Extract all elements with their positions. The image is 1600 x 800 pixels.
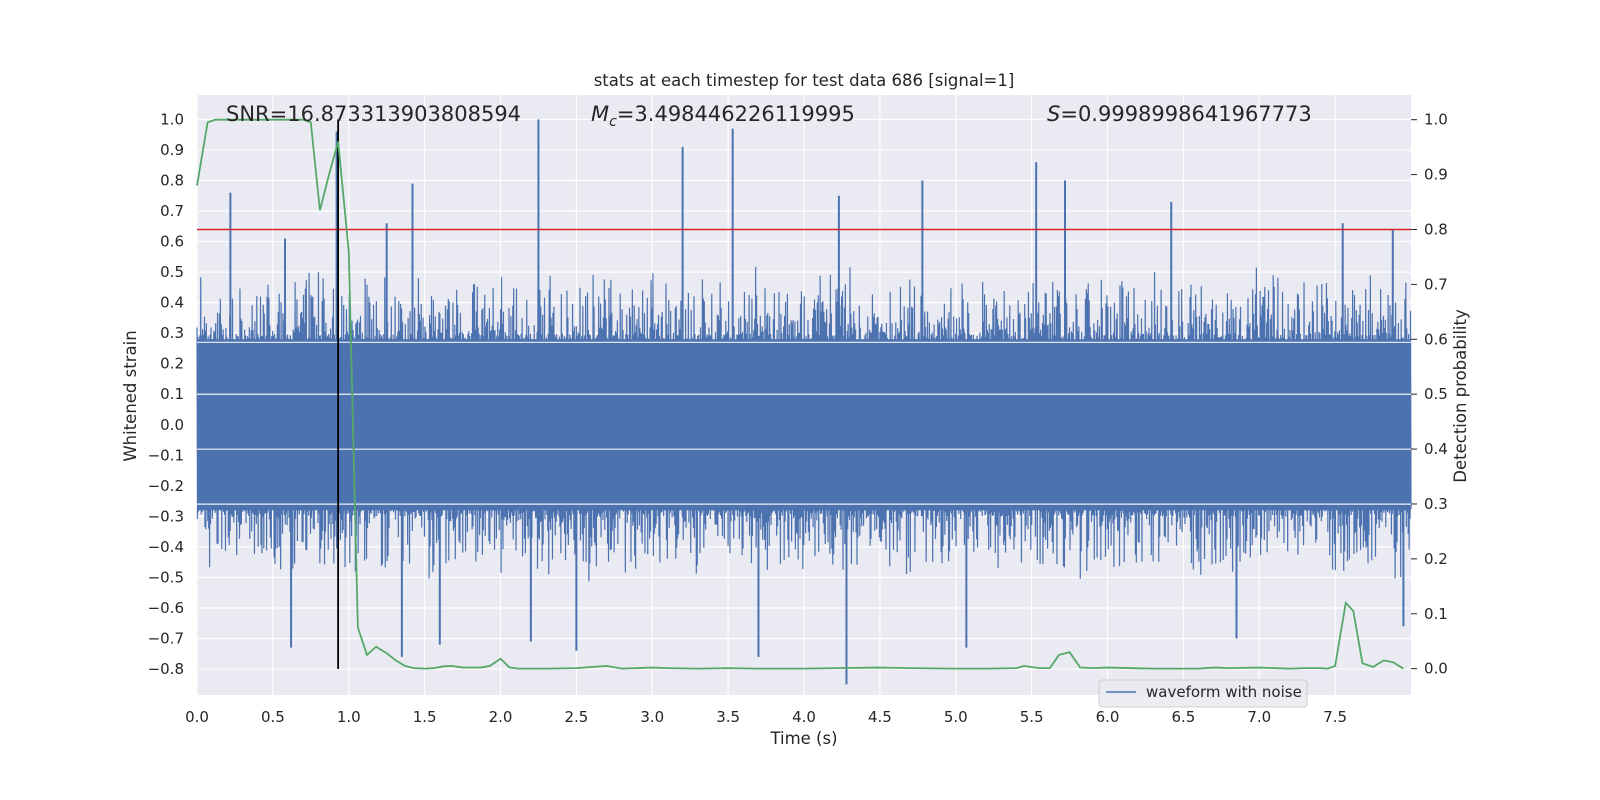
left-y-axis-label: Whitened strain <box>121 330 140 461</box>
right-tick-label: 0.1 <box>1424 605 1448 623</box>
left-tick-label: 0.5 <box>160 263 184 281</box>
left-tick-label: 0.4 <box>160 294 184 312</box>
x-tick-label: 3.5 <box>716 708 740 726</box>
x-tick-label: 5.0 <box>944 708 968 726</box>
left-tick-label: −0.4 <box>148 538 184 556</box>
left-tick-label: −0.5 <box>148 568 184 586</box>
chirp-mass-symbol: M <box>591 102 609 126</box>
right-tick-label: 0.5 <box>1424 385 1448 403</box>
legend: waveform with noise <box>1098 679 1308 708</box>
x-tick-label: 0.0 <box>185 708 209 726</box>
overlay-lines <box>196 118 1411 670</box>
x-tick-label: 1.0 <box>337 708 361 726</box>
left-tick-label: 0.2 <box>160 355 184 373</box>
x-tick-label: 2.5 <box>564 708 588 726</box>
x-tick-label: 2.0 <box>489 708 513 726</box>
legend-box <box>1098 679 1308 708</box>
right-y-axis-label: Detection probability <box>1451 309 1470 483</box>
right-tick-label: 0.3 <box>1424 495 1448 513</box>
right-tick-label: 1.0 <box>1424 111 1448 129</box>
x-tick-label: 3.0 <box>640 708 664 726</box>
left-tick-label: 0.8 <box>160 171 184 189</box>
x-tick-label: 0.5 <box>261 708 285 726</box>
left-tick-label: −0.7 <box>148 630 184 648</box>
x-axis-label: Time (s) <box>769 729 837 748</box>
score-symbol: S <box>1047 102 1060 126</box>
right-tick-label: 0.8 <box>1424 220 1448 238</box>
x-tick-label: 4.5 <box>868 708 892 726</box>
right-tick-label: 0.6 <box>1424 330 1448 348</box>
left-tick-label: 0.6 <box>160 233 184 251</box>
right-tick-label: 0.7 <box>1424 275 1448 293</box>
detection-probability-line <box>196 118 1404 670</box>
chart-title: stats at each timestep for test data 686… <box>594 71 1015 90</box>
legend-label-waveform: waveform with noise <box>1146 683 1302 701</box>
right-tick-label: 0.9 <box>1424 166 1448 184</box>
left-tick-label: −0.2 <box>148 477 184 495</box>
waveform-series <box>196 119 1412 685</box>
score-value: =0.9998998641967773 <box>1060 102 1311 126</box>
left-tick-label: 0.1 <box>160 385 184 403</box>
x-tick-label: 6.5 <box>1171 708 1195 726</box>
score-annotation: S=0.9998998641967773 <box>1047 102 1312 126</box>
left-tick-label: 0.0 <box>160 416 184 434</box>
left-tick-label: −0.3 <box>148 507 184 525</box>
x-tick-label: 5.5 <box>1020 708 1044 726</box>
left-tick-label: 0.7 <box>160 202 184 220</box>
x-tick-label: 7.5 <box>1323 708 1347 726</box>
chirp-mass-subscript: c <box>609 114 617 130</box>
left-tick-label: 1.0 <box>160 110 184 128</box>
left-tick-label: −0.1 <box>148 446 184 464</box>
waveform-dense-band <box>197 339 1411 511</box>
x-tick-label: 1.5 <box>413 708 437 726</box>
left-axis-ticks: 1.0 0.9 0.8 0.7 0.6 0.5 0.4 0.3 0.2 0.1 0.0 −0.1 −0.… <box>148 110 184 678</box>
chirp-mass-value: =3.498446226119995 <box>617 102 855 126</box>
left-tick-label: −0.8 <box>148 660 184 678</box>
left-tick-label: 0.9 <box>160 141 184 159</box>
x-tick-label: 6.0 <box>1096 708 1120 726</box>
right-tick-label: 0.0 <box>1424 660 1448 678</box>
chirp-mass-annotation: Mc=3.498446226119995 <box>591 102 855 130</box>
left-tick-label: −0.6 <box>148 599 184 617</box>
x-tick-label: 4.0 <box>792 708 816 726</box>
right-axis-ticks: 1.0 0.9 0.8 0.7 0.6 0.5 0.4 0.3 0.2 0.1 0.0 <box>1411 111 1448 678</box>
snr-annotation: SNR=16.873313903808594 <box>226 102 521 126</box>
right-tick-label: 0.4 <box>1424 440 1448 458</box>
left-tick-label: 0.3 <box>160 324 184 342</box>
x-axis-ticks: 0.0 0.5 1.0 1.5 2.0 2.5 3.0 3.5 4.0 4.5 5.0 5.5 6.0 6… <box>185 708 1347 726</box>
x-tick-label: 7.0 <box>1247 708 1271 726</box>
right-tick-label: 0.2 <box>1424 550 1448 568</box>
